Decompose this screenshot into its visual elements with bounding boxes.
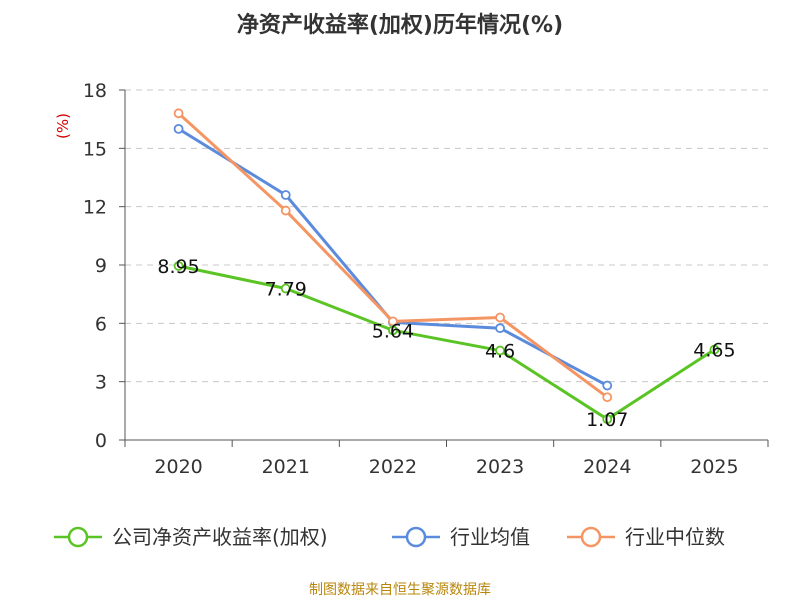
series-line <box>177 127 608 387</box>
legend-item: 行业中位数 <box>567 525 725 549</box>
gridlines <box>125 89 768 383</box>
data-point <box>173 261 184 271</box>
x-tick-label: 2021 <box>262 456 310 478</box>
legend-swatch-marker <box>580 526 602 548</box>
data-point <box>388 325 398 336</box>
legend-swatch-marker <box>67 526 89 548</box>
data-label: 1.07 <box>586 409 628 431</box>
data-label: 8.95 <box>157 256 199 278</box>
series-line <box>177 112 609 399</box>
data-point <box>602 380 613 391</box>
data-point <box>388 316 398 327</box>
data-point <box>173 108 184 119</box>
y-tick-label: 3 <box>95 372 107 394</box>
y-tick-label: 0 <box>95 430 107 452</box>
x-tick-label: 2020 <box>154 456 202 478</box>
x-tick-label: 2024 <box>583 456 631 478</box>
x-tick-label: 2025 <box>690 456 738 478</box>
legend-label: 行业均值 <box>450 525 530 549</box>
y-tick-label: 18 <box>83 80 107 102</box>
legend-label: 行业中位数 <box>625 525 725 549</box>
data-label: 4.6 <box>485 341 515 363</box>
data-label: 5.64 <box>372 320 414 342</box>
data-point <box>602 392 613 403</box>
data-label: 7.79 <box>265 279 307 301</box>
data-point <box>280 283 291 294</box>
y-axis-label: (%) <box>54 113 72 139</box>
y-tick-label: 15 <box>83 138 107 160</box>
data-point <box>709 344 720 355</box>
legend-item: 行业均值 <box>392 525 530 549</box>
source-note: 制图数据来自恒生聚源数据库 <box>309 582 491 598</box>
series-2 <box>173 108 613 403</box>
data-point <box>495 312 505 323</box>
data-label: 4.65 <box>693 340 735 362</box>
chart-title: 净资产收益率(加权)历年情况(%) <box>237 12 563 38</box>
data-point <box>280 205 291 216</box>
data-point <box>173 123 184 134</box>
data-point <box>495 323 505 334</box>
data-point <box>602 414 613 425</box>
legend-label: 公司净资产收益率(加权) <box>112 525 328 549</box>
series-line <box>178 264 716 421</box>
legend-swatch-marker <box>405 526 427 548</box>
legend-item: 公司净资产收益率(加权) <box>54 525 328 549</box>
series-group <box>173 108 720 425</box>
y-tick-label: 9 <box>95 255 107 277</box>
data-point <box>495 345 505 356</box>
x-tick-label: 2022 <box>369 456 417 478</box>
legend: 公司净资产收益率(加权) 行业均值 行业中位数 <box>54 525 725 549</box>
axes: 0 3 6 9 12 15 18 2020 2021 2022 2023 2024 2025 <box>83 80 769 478</box>
y-tick-label: 6 <box>95 313 107 335</box>
x-tick-label: 2023 <box>476 456 524 478</box>
y-tick-label: 12 <box>83 197 107 219</box>
data-point <box>280 190 291 200</box>
series-0 <box>173 261 720 425</box>
data-labels: 8.95 7.79 5.64 4.6 1.07 4.65 <box>157 256 735 431</box>
